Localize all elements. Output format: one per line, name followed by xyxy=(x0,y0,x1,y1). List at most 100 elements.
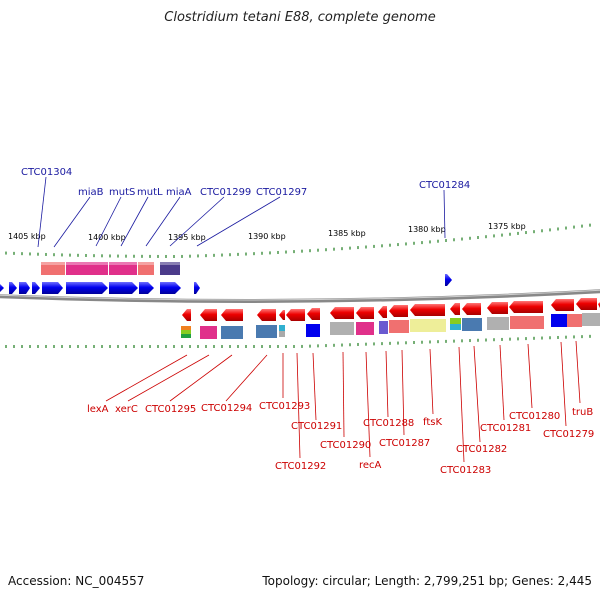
function-bar[interactable] xyxy=(389,320,409,333)
gene-arrow[interactable] xyxy=(279,310,285,320)
gene-arrow[interactable] xyxy=(0,283,4,293)
gene-arrow[interactable] xyxy=(330,307,354,319)
gene-arrow[interactable] xyxy=(109,282,138,294)
leader-line xyxy=(196,196,281,247)
gene-label[interactable]: CTC01279 xyxy=(543,429,594,440)
gene-arrow[interactable] xyxy=(194,282,200,294)
function-bar[interactable] xyxy=(450,324,461,330)
function-bar[interactable] xyxy=(66,262,108,275)
gene-label[interactable]: CTC01281 xyxy=(480,423,531,434)
gene-arrow[interactable] xyxy=(221,309,243,321)
gene-arrow[interactable] xyxy=(389,305,408,317)
function-bar[interactable] xyxy=(109,262,137,275)
leader-line xyxy=(499,344,505,421)
function-bar[interactable] xyxy=(487,317,509,330)
function-bar[interactable] xyxy=(181,330,191,334)
gene-label[interactable]: CTC01292 xyxy=(275,461,326,472)
gene-arrow[interactable] xyxy=(160,282,181,294)
gene-label[interactable]: miaA xyxy=(166,187,192,198)
gene-label[interactable]: CTC01287 xyxy=(379,438,430,449)
gene-arrow[interactable] xyxy=(450,303,460,315)
gene-label[interactable]: ftsK xyxy=(423,417,442,428)
gene-label[interactable]: recA xyxy=(359,460,382,471)
leader-line xyxy=(575,340,581,404)
function-bar[interactable] xyxy=(306,324,320,337)
scale-label: 1385 kbp xyxy=(328,229,366,238)
gene-arrow[interactable] xyxy=(410,304,445,316)
leader-line xyxy=(342,351,345,438)
gene-arrow[interactable] xyxy=(462,303,481,315)
gene-label[interactable]: CTC01290 xyxy=(320,440,371,451)
gene-arrow[interactable] xyxy=(19,282,30,294)
function-bar[interactable] xyxy=(181,334,191,338)
scale-labels: 1405 kbp 1400 kbp 1395 kbp 1390 kbp 1385… xyxy=(8,222,526,242)
genome-title: Clostridium tetani E88, complete genome xyxy=(164,10,436,25)
gene-label[interactable]: CTC01280 xyxy=(509,411,560,422)
forward-strand-genes xyxy=(0,274,452,294)
gene-arrow[interactable] xyxy=(445,274,452,286)
scale-label: 1400 kbp xyxy=(88,233,126,242)
scale-label: 1405 kbp xyxy=(8,232,46,241)
function-bar[interactable] xyxy=(181,326,191,330)
gene-label[interactable]: CTC01293 xyxy=(259,401,310,412)
gene-label[interactable]: CTC01304 xyxy=(21,167,72,178)
function-bar[interactable] xyxy=(356,322,374,335)
gene-arrow[interactable] xyxy=(509,301,543,313)
function-bar[interactable] xyxy=(160,262,180,275)
gene-arrow[interactable] xyxy=(356,307,374,319)
gene-arrow[interactable] xyxy=(66,282,108,294)
gene-arrow[interactable] xyxy=(9,282,17,294)
gene-arrow[interactable] xyxy=(286,309,305,321)
function-bar[interactable] xyxy=(379,321,388,334)
gene-label[interactable]: xerC xyxy=(115,404,138,415)
gene-arrow[interactable] xyxy=(182,309,191,321)
gene-label[interactable]: CTC01284 xyxy=(419,180,470,191)
gene-label[interactable]: truB xyxy=(572,407,593,418)
gene-arrow[interactable] xyxy=(200,309,217,321)
function-bar[interactable] xyxy=(330,322,354,335)
gene-label[interactable]: lexA xyxy=(87,404,109,415)
function-bar[interactable] xyxy=(450,318,461,324)
gene-label[interactable]: CTC01294 xyxy=(201,403,252,414)
gene-label[interactable]: CTC01291 xyxy=(291,421,342,432)
function-bar[interactable] xyxy=(41,262,65,275)
gene-arrow[interactable] xyxy=(32,282,40,294)
function-bar[interactable] xyxy=(279,331,285,337)
function-bar[interactable] xyxy=(256,325,277,338)
reverse-function-track xyxy=(181,313,600,339)
gene-label[interactable]: CTC01283 xyxy=(440,465,491,476)
function-bar[interactable] xyxy=(221,326,243,339)
gene-arrow[interactable] xyxy=(139,282,154,294)
gene-label[interactable]: miaB xyxy=(78,187,104,198)
gene-arrow[interactable] xyxy=(378,306,387,318)
gene-arrow[interactable] xyxy=(487,302,508,314)
gene-label[interactable]: mutS xyxy=(109,187,135,198)
function-bar[interactable] xyxy=(462,318,482,331)
function-bar[interactable] xyxy=(567,314,582,327)
gene-label[interactable]: CTC01297 xyxy=(256,187,307,198)
gene-arrow[interactable] xyxy=(576,298,597,310)
genome-backbone-highlight xyxy=(0,289,600,301)
gene-arrow[interactable] xyxy=(551,299,574,311)
function-bar[interactable] xyxy=(410,319,446,332)
accession-text: Accession: NC_004557 xyxy=(8,574,145,588)
function-bar[interactable] xyxy=(551,314,567,327)
function-bar[interactable] xyxy=(510,316,544,329)
gene-arrow[interactable] xyxy=(42,282,63,294)
function-bar[interactable] xyxy=(279,325,285,331)
gene-label[interactable]: CTC01299 xyxy=(200,187,251,198)
gene-label[interactable]: CTC01288 xyxy=(363,418,414,429)
function-bar[interactable] xyxy=(200,326,217,339)
gene-arrow[interactable] xyxy=(307,308,320,320)
gene-label[interactable]: CTC01295 xyxy=(145,404,196,415)
function-bar[interactable] xyxy=(138,262,154,275)
leader-line xyxy=(401,349,405,436)
leader-line xyxy=(120,196,149,247)
gene-label[interactable]: mutL xyxy=(137,187,163,198)
gene-arrow[interactable] xyxy=(257,309,276,321)
forward-function-track xyxy=(41,262,181,275)
leader-line xyxy=(105,354,188,402)
gene-label[interactable]: CTC01282 xyxy=(456,444,507,455)
function-bar[interactable] xyxy=(582,313,600,326)
